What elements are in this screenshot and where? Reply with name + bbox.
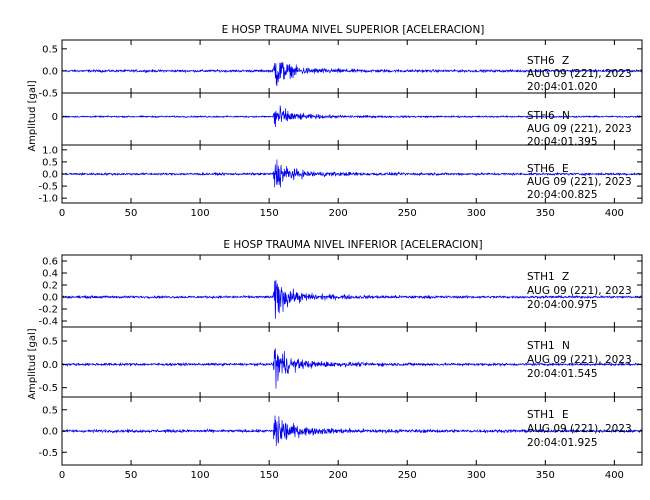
x-tick-label: 400 <box>605 470 624 481</box>
upper-chart-title: E HOSP TRAUMA NIVEL SUPERIOR [ACELERACIO… <box>222 24 485 36</box>
lower-y-axis-label: Amplitud [gal] <box>27 328 38 399</box>
component-label: N <box>562 340 570 352</box>
y-tick-label: 0.0 <box>42 170 58 181</box>
station-label: STH6 <box>527 163 555 175</box>
x-tick-label: 250 <box>398 208 417 219</box>
date-label: AUG 09 (221), 2023 <box>527 354 632 366</box>
waveform-trace <box>61 105 643 128</box>
y-tick-label: -0.5 <box>38 89 58 100</box>
date-label: AUG 09 (221), 2023 <box>527 68 632 80</box>
y-tick-label: 0 <box>52 112 58 123</box>
station-label: STH1 <box>527 340 555 352</box>
y-tick-label: 0.5 <box>42 157 58 168</box>
y-tick-label: 0.2 <box>42 281 58 292</box>
upper-annotation-e: STH6 E AUG 09 (221), 2023 20:04:00.825 <box>527 163 632 201</box>
time-label: 20:04:01.395 <box>527 136 598 148</box>
y-tick-label: 0.6 <box>42 257 58 268</box>
date-label: AUG 09 (221), 2023 <box>527 176 632 188</box>
component-label: E <box>562 163 569 175</box>
waveform-trace <box>61 348 643 389</box>
y-tick-label: 0.0 <box>42 427 58 438</box>
x-tick-label: 0 <box>59 208 65 219</box>
time-label: 20:04:01.020 <box>527 81 598 93</box>
x-tick-label: 300 <box>467 208 486 219</box>
waveform-trace <box>61 159 643 188</box>
y-tick-label: 0.0 <box>42 293 58 304</box>
waveform-trace <box>61 279 643 319</box>
x-tick-label: 300 <box>467 470 486 481</box>
component-label: Z <box>562 55 569 67</box>
station-label: STH6 <box>527 110 555 122</box>
y-tick-label: -1.0 <box>38 194 58 205</box>
lower-panel-e: 0.5 0.0 -0.5 <box>38 396 643 466</box>
x-tick-label: 100 <box>191 208 210 219</box>
y-tick-label: 0.0 <box>42 66 58 77</box>
lower-chart-title: E HOSP TRAUMA NIVEL INFERIOR [ACELERACIO… <box>223 239 482 251</box>
upper-panel-e: 1.00.5 0.0-0.5-1.0 <box>38 144 643 205</box>
x-tick-label: 50 <box>125 208 138 219</box>
component-label: N <box>562 110 570 122</box>
waveform-trace <box>61 415 643 446</box>
y-tick-label: 0.5 <box>42 44 58 55</box>
y-tick-label: 1.0 <box>42 145 58 156</box>
station-label: STH1 <box>527 409 555 421</box>
y-tick-label: -0.5 <box>38 383 58 394</box>
y-tick-label: 0.4 <box>42 269 58 280</box>
time-label: 20:04:01.545 <box>527 368 598 380</box>
lower-annotation-n: STH1 N AUG 09 (221), 2023 20:04:01.545 <box>527 340 632 380</box>
station-label: STH1 <box>527 271 555 283</box>
x-tick-label: 200 <box>329 208 348 219</box>
y-tick-label: -0.2 <box>38 305 58 316</box>
y-tick-label: 0.0 <box>42 360 58 371</box>
x-tick-label: 350 <box>536 208 555 219</box>
y-tick-label: -0.5 <box>38 182 58 193</box>
x-tick-label: 100 <box>191 470 210 481</box>
time-label: 20:04:00.975 <box>527 299 598 311</box>
date-label: AUG 09 (221), 2023 <box>527 123 632 135</box>
lower-annotation-z: STH1 Z AUG 09 (221), 2023 20:04:00.975 <box>527 271 632 311</box>
x-tick-label: 400 <box>605 208 624 219</box>
upper-annotation-z: STH6 Z AUG 09 (221), 2023 20:04:01.020 <box>527 55 632 93</box>
y-tick-label: 0.5 <box>42 337 58 348</box>
lower-annotation-e: STH1 E AUG 09 (221), 2023 20:04:01.925 <box>527 409 632 449</box>
x-tick-label: 350 <box>536 470 555 481</box>
x-tick-label: 150 <box>260 208 279 219</box>
upper-y-axis-label: Amplitud [gal] <box>27 80 38 151</box>
waveform-trace <box>61 62 643 87</box>
lower-x-axis: 0 50 100 150 200 250 300 350 400 <box>59 470 624 481</box>
upper-annotation-n: STH6 N AUG 09 (221), 2023 20:04:01.395 <box>527 110 632 148</box>
y-tick-label: 0.5 <box>42 405 58 416</box>
time-label: 20:04:01.925 <box>527 437 598 449</box>
station-label: STH6 <box>527 55 555 67</box>
date-label: AUG 09 (221), 2023 <box>527 285 632 297</box>
component-label: E <box>562 409 569 421</box>
x-tick-label: 200 <box>329 470 348 481</box>
y-tick-label: -0.4 <box>38 317 58 328</box>
time-label: 20:04:00.825 <box>527 189 598 201</box>
x-tick-label: 250 <box>398 470 417 481</box>
component-label: Z <box>562 271 569 283</box>
date-label: AUG 09 (221), 2023 <box>527 423 632 435</box>
x-tick-label: 0 <box>59 470 65 481</box>
y-tick-label: -0.5 <box>38 448 58 459</box>
x-tick-label: 150 <box>260 470 279 481</box>
upper-x-axis: 0 50 100 150 200 250 300 350 400 <box>59 208 624 219</box>
x-tick-label: 50 <box>125 470 138 481</box>
